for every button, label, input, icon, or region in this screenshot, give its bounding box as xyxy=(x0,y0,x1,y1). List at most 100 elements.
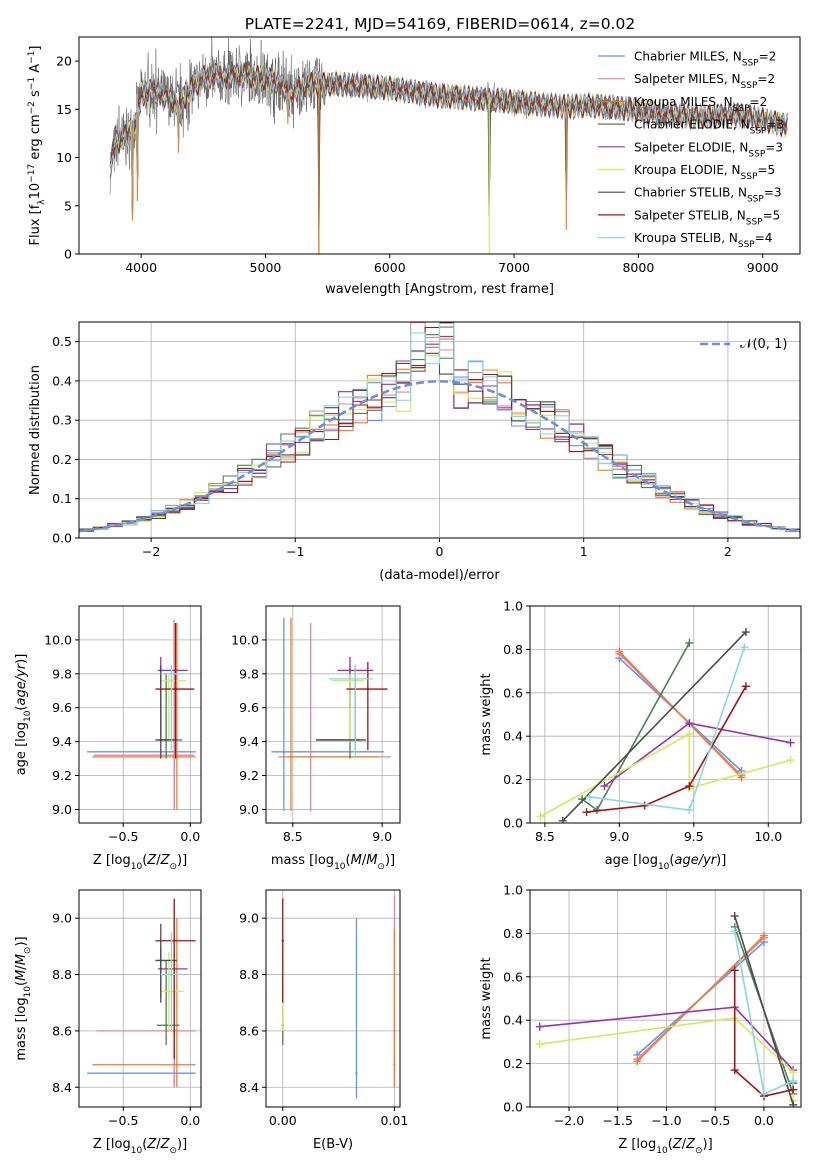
y-axis-label: mass weight xyxy=(479,673,494,755)
y-tick-label: 9.6 xyxy=(52,700,72,715)
x-tick-label: 0.0 xyxy=(180,829,200,844)
data-point xyxy=(281,939,284,942)
y-tick-label: 9.8 xyxy=(239,666,259,681)
y-axis-label: mass [log10(M/M⊙)] xyxy=(14,936,33,1060)
data-point xyxy=(170,672,173,676)
panel-weight-vs-Z: −2.0 −1.5 −1.0 −0.5 0.0 0.0 0.2 0.4 0.6 0.8 1.0 Z [… xyxy=(479,883,802,1156)
weight-marker xyxy=(685,730,694,739)
x-tick-label: −0.5 xyxy=(700,1113,730,1128)
x-axis-label: wavelength [Angstrom, rest frame] xyxy=(325,282,554,297)
axes-frame xyxy=(78,36,801,255)
x-tick-label: 10.0 xyxy=(754,829,782,844)
panel-age-vs-Z: −0.5 0.0 9.0 9.2 9.4 9.6 9.8 10.0 Z [log10(Z/Z⊙)… xyxy=(14,605,202,872)
x-tick-label: 8.5 xyxy=(283,829,303,844)
x-tick-label: 8000 xyxy=(622,260,654,275)
weight-marker xyxy=(535,1040,544,1049)
y-tick-label: 0.5 xyxy=(52,334,72,349)
legend-label: Kroupa MILES, NSSP=2 xyxy=(634,95,767,114)
x-tick-label: 9.0 xyxy=(609,829,629,844)
legend-label: Chabrier ELODIE, NSSP=3 xyxy=(634,118,784,137)
x-tick-label: 0.01 xyxy=(380,1113,408,1128)
panel-mass-vs-EBV: 0.00 0.01 8.4 8.6 8.8 9.0 E(B-V) xyxy=(239,889,408,1152)
weight-marker xyxy=(789,1076,798,1085)
x-tick-label: 1 xyxy=(580,544,588,559)
weight-marker xyxy=(535,1022,544,1031)
axes-frame xyxy=(265,889,401,1108)
weight-marker xyxy=(786,738,795,747)
y-tick-label: 8.8 xyxy=(52,967,72,982)
y-tick-label: 0.0 xyxy=(503,816,523,831)
data-point xyxy=(175,755,179,759)
x-tick-label: −2.0 xyxy=(554,1113,584,1128)
weight-line xyxy=(540,732,791,818)
data-point xyxy=(355,1071,358,1075)
y-tick-label: 0.4 xyxy=(503,1013,523,1028)
axes-frame xyxy=(78,889,202,1108)
y-tick-label: 9.0 xyxy=(239,911,259,926)
x-tick-label: 9000 xyxy=(747,260,779,275)
panel-mass-vs-Z: −0.5 0.0 8.4 8.6 8.8 9.0 Z [log10(Z/Z⊙)] mass [… xyxy=(14,889,202,1156)
model-spectrum xyxy=(109,63,788,221)
x-tick-label: 0 xyxy=(436,544,444,559)
y-tick-label: 9.8 xyxy=(52,666,72,681)
x-axis-label: Z [log10(Z/Z⊙)] xyxy=(618,1137,712,1156)
x-axis-label: mass [log10(M/M⊙)] xyxy=(271,853,395,872)
x-tick-label: −2 xyxy=(142,544,160,559)
weight-marker xyxy=(730,966,739,975)
y-tick-label: 9.6 xyxy=(239,700,259,715)
plot-area xyxy=(109,37,788,254)
y-tick-label: 8.6 xyxy=(239,1023,259,1038)
data-point xyxy=(159,959,162,962)
data-point xyxy=(393,1063,396,1066)
y-tick-label: 1.0 xyxy=(503,599,523,614)
legend-label: Salpeter ELODIE, NSSP=3 xyxy=(634,140,783,159)
data-point xyxy=(175,1063,179,1066)
legend-label: Salpeter MILES, NSSP=2 xyxy=(634,72,775,91)
y-tick-label: 0.6 xyxy=(503,969,523,984)
legend-label: Kroupa STELIB, NSSP=4 xyxy=(634,231,772,250)
data-point xyxy=(167,679,171,682)
y-tick-label: 9.2 xyxy=(239,768,259,783)
x-tick-label: −1 xyxy=(286,544,304,559)
x-tick-label: 8.5 xyxy=(535,829,555,844)
residual-histogram xyxy=(79,322,800,533)
weight-marker xyxy=(685,719,694,728)
x-axis-label: age [log10(age/yr)] xyxy=(605,853,727,872)
y-tick-label: 0.3 xyxy=(52,413,72,428)
y-axis-label: Normed distribution xyxy=(28,365,43,495)
data-point xyxy=(167,990,171,993)
data-point xyxy=(348,679,352,682)
y-tick-label: 8.4 xyxy=(52,1080,72,1095)
weight-marker xyxy=(615,647,624,656)
weight-marker xyxy=(685,805,694,814)
legend-label: 𝒩(0, 1) xyxy=(740,337,787,352)
plot-area xyxy=(530,890,801,1107)
weight-marker xyxy=(759,1089,768,1098)
data-point xyxy=(354,677,357,681)
y-tick-label: 0.0 xyxy=(503,1100,523,1115)
model-spectrum xyxy=(109,62,788,221)
weight-line xyxy=(636,935,765,1062)
figure-title: PLATE=2241, MJD=54169, FIBERID=0614, z=0… xyxy=(245,15,635,33)
x-tick-label: −0.5 xyxy=(108,829,138,844)
panel-spectrum: 4000 5000 6000 7000 8000 9000 0 5 10 15 20 waveleng… xyxy=(27,36,801,297)
plot-area xyxy=(530,606,801,823)
x-tick-label: 5000 xyxy=(250,260,282,275)
x-tick-label: 6000 xyxy=(374,260,406,275)
residual-histogram xyxy=(79,326,800,533)
x-tick-label: −1.0 xyxy=(651,1113,681,1128)
x-tick-label: 4000 xyxy=(125,260,157,275)
data-point xyxy=(164,1024,168,1027)
weight-marker xyxy=(536,812,545,821)
x-axis-label: E(B-V) xyxy=(313,1137,353,1152)
x-axis-label: Z [log10(Z/Z⊙)] xyxy=(93,1137,187,1156)
weight-marker xyxy=(730,1066,739,1075)
legend: Chabrier MILES, NSSP=2 Salpeter MILES, NS… xyxy=(598,50,784,250)
data-point xyxy=(159,738,162,742)
weight-marker xyxy=(730,912,739,921)
y-tick-label: 15 xyxy=(56,102,72,117)
y-axis-label: Flux [fλ10−17 erg cm−2 s−1 A−1] xyxy=(27,46,47,246)
weight-marker xyxy=(741,682,750,691)
y-tick-label: 9.0 xyxy=(239,802,259,817)
plot-area xyxy=(266,606,400,823)
